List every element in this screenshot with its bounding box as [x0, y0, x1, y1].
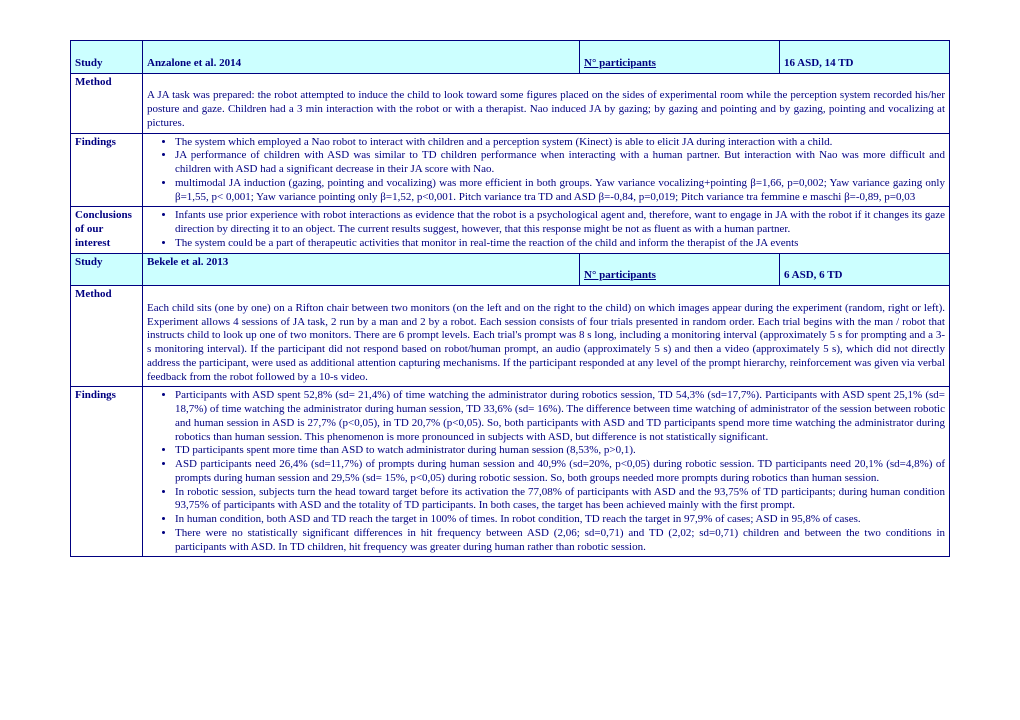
study1-ref: Anzalone et al. 2014 — [143, 41, 580, 74]
finding-item: TD participants spent more time than ASD… — [175, 444, 945, 458]
studies-table: Study Anzalone et al. 2014 N° participan… — [70, 40, 950, 557]
label-conclusions: Conclusions of our interest — [71, 207, 143, 253]
study2-findings: Participants with ASD spent 52,8% (sd= 2… — [143, 387, 950, 557]
finding-item: The system which employed a Nao robot to… — [175, 136, 945, 150]
study1-method: A JA task was prepared: the robot attemp… — [143, 73, 950, 133]
finding-item: There were no statistically significant … — [175, 527, 945, 555]
label-study: Study — [71, 253, 143, 286]
study2-ref: Bekele et al. 2013 — [143, 253, 580, 286]
label-study: Study — [71, 41, 143, 74]
study1-findings: The system which employed a Nao robot to… — [143, 133, 950, 207]
study2-np: 6 ASD, 6 TD — [780, 253, 950, 286]
label-nparticipants: N° participants — [580, 41, 780, 74]
label-method: Method — [71, 286, 143, 387]
study1-np: 16 ASD, 14 TD — [780, 41, 950, 74]
finding-item: In human condition, both ASD and TD reac… — [175, 513, 945, 527]
label-findings: Findings — [71, 133, 143, 207]
label-method: Method — [71, 73, 143, 133]
finding-item: In robotic session, subjects turn the he… — [175, 486, 945, 514]
conclusion-item: The system could be a part of therapeuti… — [175, 237, 945, 251]
conclusion-item: Infants use prior experience with robot … — [175, 209, 945, 237]
finding-item: ASD participants need 26,4% (sd=11,7%) o… — [175, 458, 945, 486]
finding-item: multimodal JA induction (gazing, pointin… — [175, 177, 945, 205]
finding-item: Participants with ASD spent 52,8% (sd= 2… — [175, 389, 945, 444]
study2-method: Each child sits (one by one) on a Rifton… — [143, 286, 950, 387]
study1-conclusions: Infants use prior experience with robot … — [143, 207, 950, 253]
label-findings: Findings — [71, 387, 143, 557]
label-nparticipants: N° participants — [580, 253, 780, 286]
finding-item: JA performance of children with ASD was … — [175, 149, 945, 177]
